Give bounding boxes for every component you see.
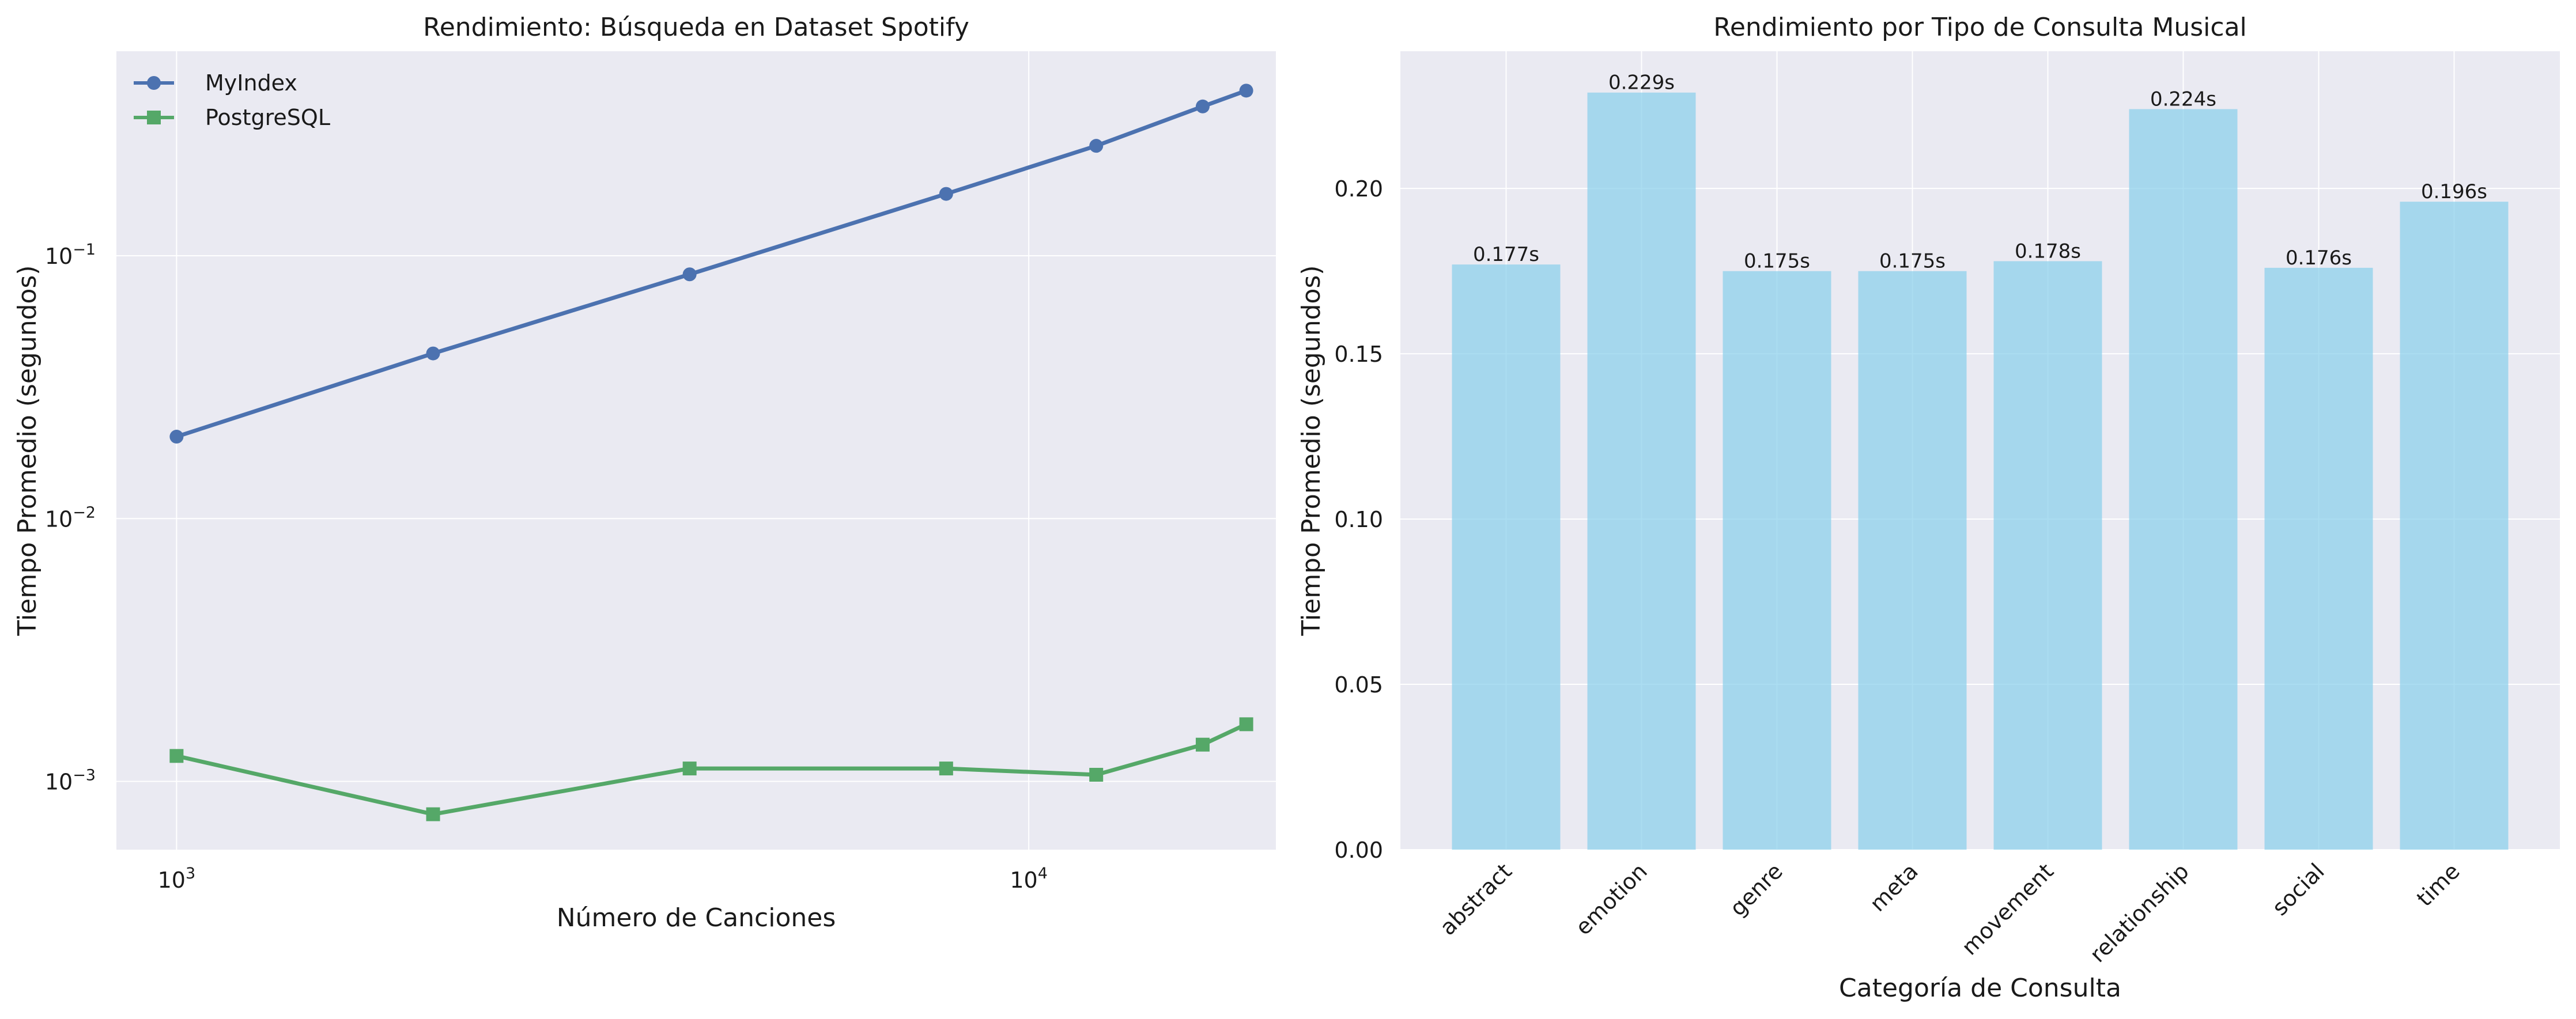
bar-value-label-meta: 0.175s [1879,250,1946,273]
bar-value-label-relationship: 0.224s [2150,88,2216,111]
y-tick-label-0-15: 0.15 [1334,342,1383,367]
bar-chart-plot-area [1400,51,2560,850]
bar-value-label-abstract: 0.177s [1473,243,1539,266]
line-chart-legend: MyIndex PostgreSQL [134,70,330,130]
x-tick-label-movement: movement [1956,858,2058,960]
legend-myindex-label: MyIndex [205,70,297,96]
x-tick-label-abstract: abstract [1435,858,1517,940]
bar-value-label-emotion: 0.229s [1608,71,1675,94]
data-point-postgresql-2 [682,762,697,776]
bar-chart-ylabel: Tiempo Promedio (segundos) [1297,265,1326,636]
data-point-myindex-3 [939,187,953,201]
bar-chart-bars: 0.177s 0.229s 0.175s 0.175s 0.178s 0.224s 0.17… [1452,71,2509,850]
y-tick-label-0-10: 0.10 [1334,507,1383,532]
data-point-myindex-0 [169,430,184,444]
data-point-postgresql-4 [1089,767,1104,782]
data-point-postgresql-0 [169,749,184,763]
data-point-postgresql-6 [1239,717,1253,732]
bar-value-label-genre: 0.175s [1744,250,1810,273]
data-point-postgresql-3 [939,762,953,776]
bar-abstract [1452,264,1561,850]
line-chart-xlabel: Número de Canciones [557,903,836,933]
line-chart-title: Rendimiento: Búsqueda en Dataset Spotify [423,13,969,42]
y-tick-label--2: 10−2 [45,503,96,532]
data-point-postgresql-1 [426,807,440,821]
x-tick-label-relationship: relationship [2085,858,2194,967]
x-tick-label-4: 104 [1010,865,1048,893]
bar-value-label-time: 0.196s [2421,180,2487,203]
y-tick-label-0-05: 0.05 [1334,672,1383,698]
bar-chart: 0.177s 0.229s 0.175s 0.175s 0.178s 0.224s 0.17… [1297,13,2560,1003]
bar-chart-title: Rendimiento por Tipo de Consulta Musical [1713,13,2247,42]
data-point-myindex-2 [682,267,697,282]
y-tick-label--1: 10−1 [45,241,96,269]
x-tick-label-meta: meta [1865,858,1923,916]
line-chart-ylabel: Tiempo Promedio (segundos) [13,265,42,636]
y-tick-label-0-00: 0.00 [1334,838,1383,863]
legend-myindex-marker [147,76,161,90]
data-point-myindex-5 [1195,99,1210,113]
legend-postgresql-label: PostgreSQL [205,105,330,130]
x-tick-label-genre: genre [1725,858,1788,921]
bar-chart-xlabel: Categoría de Consulta [1839,973,2121,1003]
line-chart: 103 104 10−3 10−2 10−1 Rendimiento: Búsqueda… [13,13,1276,933]
bar-value-label-social: 0.176s [2286,247,2352,270]
x-tick-label-time: time [2412,858,2465,911]
data-point-myindex-4 [1089,139,1104,153]
line-chart-plot-area [116,51,1276,850]
bar-time [2400,202,2509,850]
bar-movement [1993,261,2102,850]
bar-genre [1723,271,1831,850]
x-tick-label-emotion: emotion [1570,858,1652,940]
legend-postgresql-marker [147,111,161,124]
bar-emotion [1587,92,1696,850]
line-chart-ticks: 103 104 10−3 10−2 10−1 [45,241,1048,893]
data-point-myindex-1 [426,346,440,361]
data-point-postgresql-5 [1195,737,1210,752]
bar-meta [1858,271,1967,850]
data-point-myindex-6 [1239,84,1253,98]
bar-relationship [2129,109,2238,850]
line-chart-series [169,84,1253,821]
bar-social [2264,267,2373,850]
line-chart-grid [116,51,1276,850]
x-tick-label-social: social [2267,858,2329,920]
x-tick-label-3: 103 [158,865,196,893]
y-tick-label-0-20: 0.20 [1334,176,1383,202]
y-tick-label--3: 10−3 [45,767,96,795]
bar-value-label-movement: 0.178s [2015,240,2081,263]
